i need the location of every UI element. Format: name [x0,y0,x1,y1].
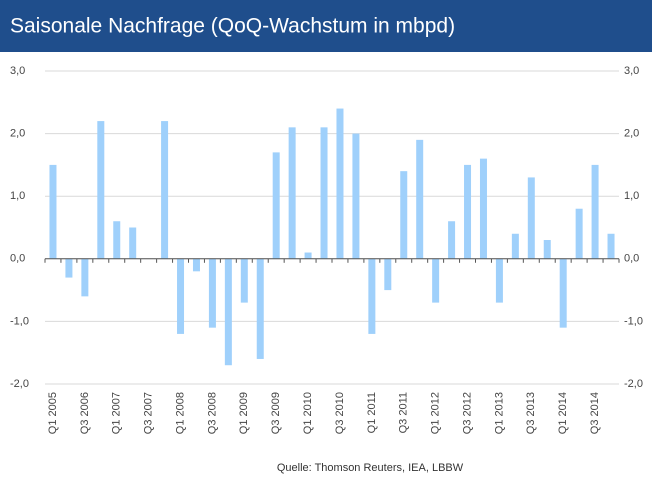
x-tick-label: Q3 2010 [334,392,346,434]
y-tick-label: 2,0 [10,128,25,140]
y2-tick-label: 2,0 [624,128,639,140]
bar [65,258,73,278]
bar [384,258,392,291]
bar [256,258,264,359]
bar [288,127,296,259]
x-tick-label: Q3 2011 [398,392,410,433]
x-tick-label: Q1 2010 [302,392,314,434]
bar [400,171,408,259]
bar [224,258,232,366]
y2-tick-label: 1,0 [624,190,639,202]
bar [527,177,535,259]
bar [97,121,105,259]
bar [464,164,472,259]
bar [81,258,89,297]
chart-title: Saisonale Nachfrage (QoQ-Wachstum in mbp… [10,15,455,38]
bar [479,158,487,259]
y-tick-label: 1,0 [10,190,25,202]
y2-tick-label: 0,0 [624,253,639,265]
x-tick-label: Q3 2007 [143,392,155,434]
y-tick-label: -1,0 [10,315,29,327]
x-tick-label: Q3 2006 [79,392,91,434]
x-tick-label: Q3 2012 [461,392,473,434]
x-tick-label: Q1 2014 [557,392,569,434]
x-tick-label: Q1 2007 [111,392,123,434]
x-tick-label: Q3 2013 [525,392,537,434]
x-tick-label: Q1 2013 [493,392,505,434]
y-tick-label: 0,0 [10,253,25,265]
bar [511,233,519,259]
bar [129,227,137,259]
y2-tick-label: -1,0 [624,315,643,327]
bar [591,164,599,259]
bar [432,258,440,303]
x-tick-label: Q3 2009 [270,392,282,434]
bar [559,258,567,328]
y2-tick-label: 3,0 [624,65,639,77]
x-tick-label: Q1 2008 [174,392,186,434]
bar [352,133,360,259]
bar [208,258,216,328]
bar [416,139,424,259]
bar [575,208,583,259]
bar [161,121,169,259]
bar [336,108,344,259]
y2-tick-label: -2,0 [624,378,643,390]
bar [49,164,57,259]
y-tick-label: 3,0 [10,65,25,77]
bar [272,152,280,259]
title-bar [0,0,652,52]
bar [607,233,615,259]
x-tick-label: Q1 2009 [238,392,250,434]
x-tick-label: Q1 2005 [47,392,59,434]
y-tick-label: -2,0 [10,378,29,390]
bar [320,127,328,259]
bar [368,258,376,334]
bar [543,240,551,259]
bar [192,258,200,272]
bar [495,258,503,303]
bar [448,221,456,259]
x-tick-label: Q3 2014 [589,392,601,434]
source: Quelle: Thomson Reuters, IEA, LBBW [277,462,464,474]
x-tick-label: Q1 2011 [366,392,378,433]
bar [304,252,312,259]
bar [177,258,185,334]
bar [240,258,248,303]
x-tick-label: Q3 2008 [206,392,218,434]
bar [113,221,121,259]
x-tick-label: Q1 2012 [430,392,442,434]
